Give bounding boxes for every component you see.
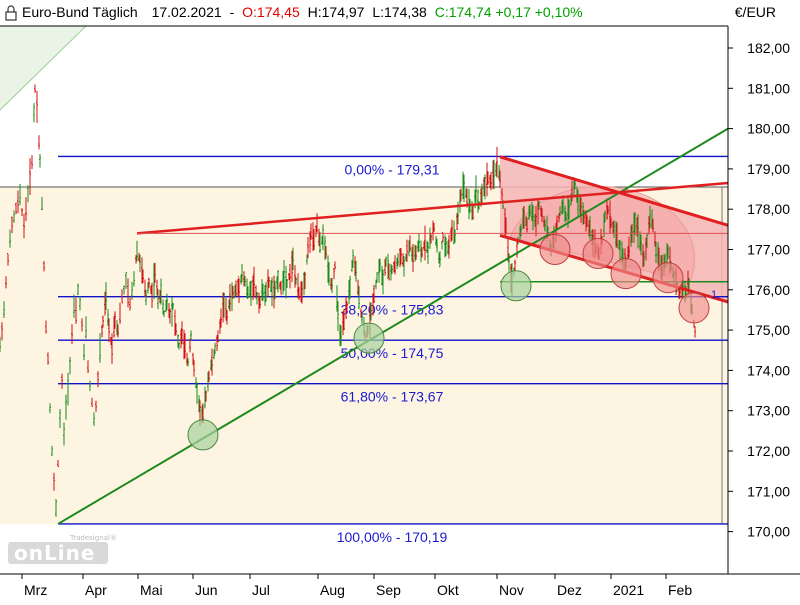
x-tick-label: Apr [85, 582, 107, 598]
y-tick-label: 175,00 [747, 322, 790, 338]
y-tick-label: 181,00 [747, 80, 790, 96]
x-tick-label: 2021 [613, 582, 644, 598]
header-dash: - [229, 4, 235, 20]
red-channel-top [499, 155, 729, 227]
axis-layer: 170,00 171,00 172,00 173,00 174,00 175,00 176,… [0, 25, 800, 598]
header-date: 17.02.2021 [151, 4, 222, 20]
y-tick-label: 172,00 [747, 443, 790, 459]
y-tick-label: 182,00 [747, 40, 790, 56]
x-tick-label: Jun [195, 582, 218, 598]
x-tick-label: Mai [140, 582, 163, 598]
tradesignal-logo: onLine Tradesignal® [8, 534, 117, 566]
y-tick-label: 174,00 [747, 362, 790, 378]
fib-label: 38,20% - 175,83 [341, 302, 444, 318]
fib-label: 61,80% - 173,67 [341, 389, 444, 405]
header-close: C:174,74 +0,17 +0,10% [434, 4, 583, 20]
green-circle-marker [500, 270, 532, 302]
fib-label: 100,00% - 170,19 [337, 529, 448, 545]
y-tick-label: 176,00 [747, 282, 790, 298]
lock-icon [5, 5, 17, 21]
y-axis-bg [728, 0, 800, 600]
x-tick-label: Okt [437, 582, 459, 598]
red-circle-marker [582, 238, 614, 270]
x-tick-label: Jul [252, 582, 270, 598]
y-tick-label: 171,00 [747, 483, 790, 499]
chart-header: Euro-Bund Täglich 17.02.2021 - O:174,45 … [22, 4, 587, 20]
x-tick-label: Sep [376, 582, 401, 598]
red-circle-marker [610, 258, 642, 290]
header-open: O:174,45 [242, 4, 300, 20]
y-tick-label: 179,00 [747, 161, 790, 177]
x-tick-label: Nov [499, 582, 524, 598]
red-circle-marker [678, 292, 710, 324]
fib-label: 0,00% - 179,31 [345, 161, 440, 177]
logo-word: onLine [14, 541, 96, 565]
x-tick-label: Mrz [24, 582, 47, 598]
y-tick-label: 170,00 [747, 524, 790, 540]
logo-small: Tradesignal® [70, 534, 117, 542]
currency-label: €/EUR [734, 4, 776, 20]
logo-badge [8, 542, 108, 564]
header-high: H:174,97 [307, 4, 365, 20]
y-tick-label: 180,00 [747, 121, 790, 137]
fib-box-right-label: 1, [711, 289, 720, 301]
instrument-name: Euro-Bund Täglich [22, 4, 138, 20]
red-circle-marker [539, 234, 571, 265]
header-low: L:174,38 [372, 4, 427, 20]
drawings-layer: 1, [57, 127, 729, 525]
green-circle-marker [353, 322, 385, 354]
red-circle-marker [652, 262, 684, 294]
x-tick-label: Dez [557, 582, 582, 598]
red-upper-line [136, 181, 729, 235]
green-circle-marker [187, 419, 219, 451]
y-tick-label: 173,00 [747, 403, 790, 419]
y-tick-label: 177,00 [747, 242, 790, 258]
y-tick-label: 178,00 [747, 201, 790, 217]
x-tick-label: Aug [320, 582, 345, 598]
x-tick-label: Feb [668, 582, 692, 598]
corner-zone-edge [0, 25, 87, 111]
green-trendline [57, 127, 729, 525]
